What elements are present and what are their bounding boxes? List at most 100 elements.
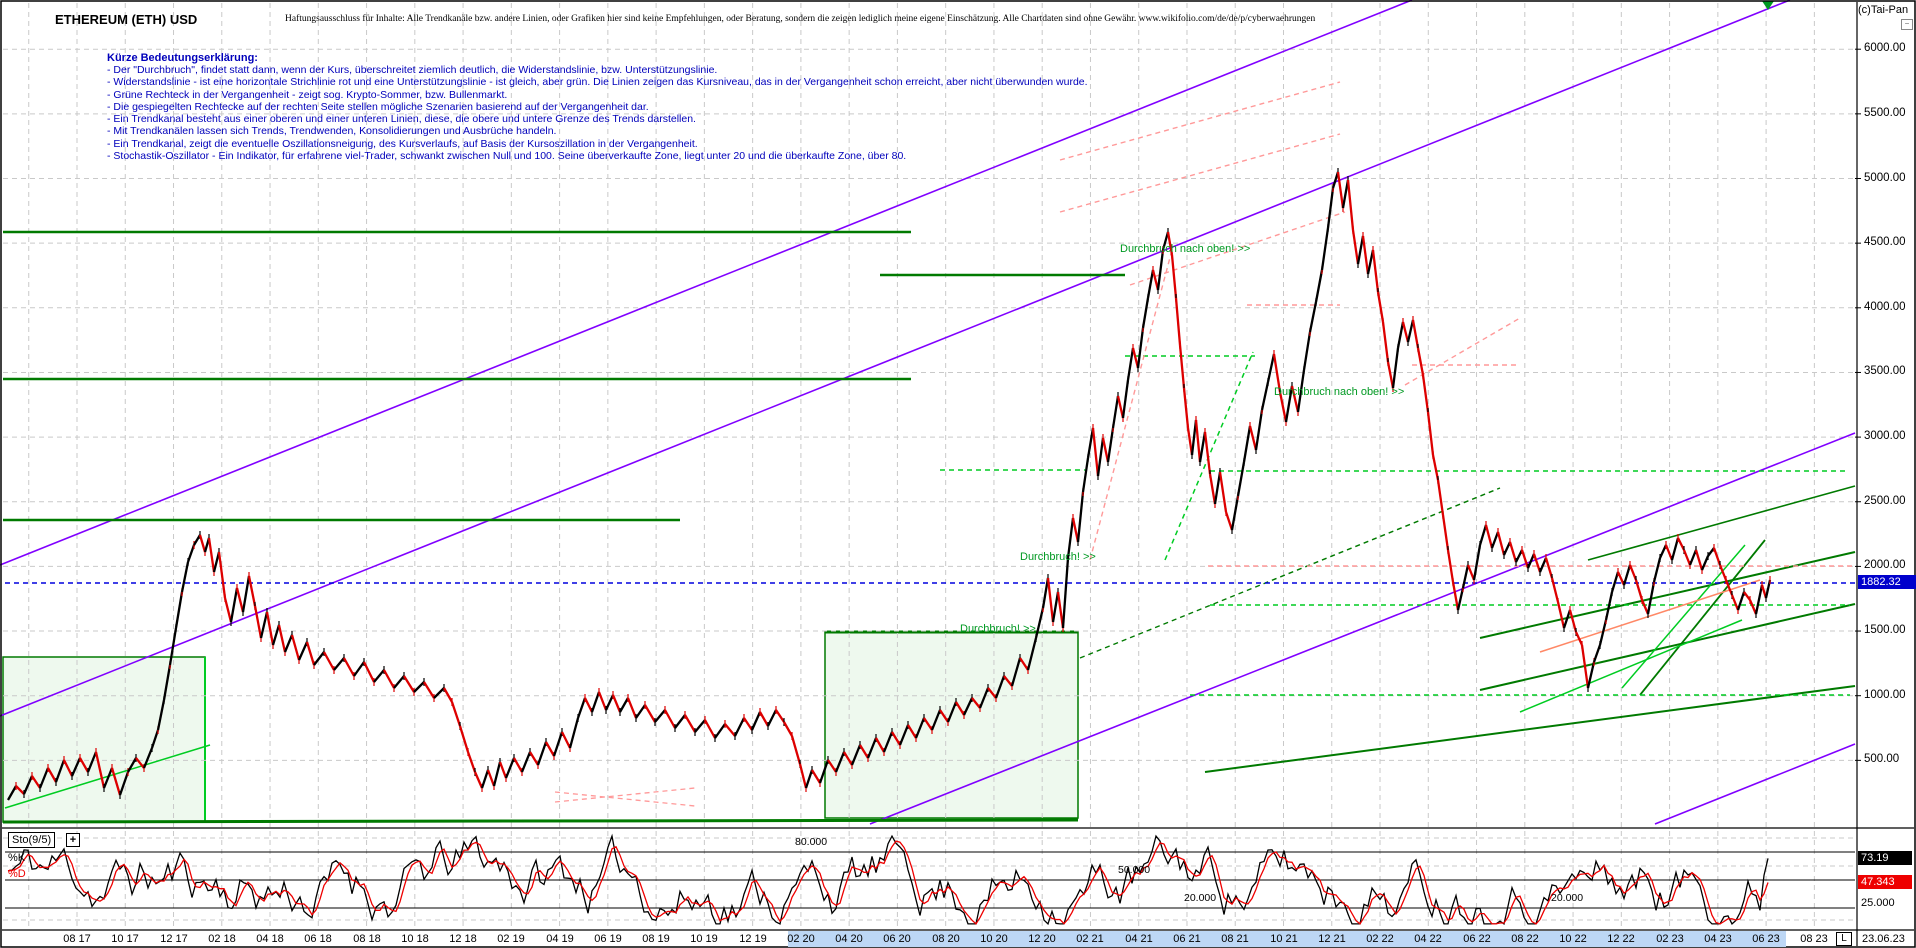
linear-scale-box[interactable]: L bbox=[1836, 932, 1852, 946]
legend-line-4: - Die gespiegelten Rechtecke auf der rec… bbox=[107, 100, 649, 113]
osc-value-badge-1: 73.19 bbox=[1858, 851, 1912, 865]
legend-line-3: - Grüne Rechteck in der Vergangenheit - … bbox=[107, 88, 508, 101]
price-segment bbox=[1538, 557, 1548, 573]
price-segment bbox=[590, 691, 601, 713]
price-segment bbox=[1331, 171, 1340, 189]
price-segment bbox=[70, 757, 82, 777]
date-axis-label: 10 21 bbox=[1270, 933, 1298, 945]
price-segment bbox=[498, 761, 508, 779]
price-segment bbox=[619, 697, 629, 713]
price-segment bbox=[127, 757, 137, 773]
price-segment bbox=[443, 687, 453, 703]
price-segment bbox=[1754, 584, 1764, 615]
price-segment bbox=[353, 661, 365, 677]
price-segment bbox=[552, 731, 564, 757]
price-segment bbox=[86, 751, 98, 773]
price-segment bbox=[1182, 387, 1190, 429]
price-segment bbox=[118, 771, 130, 796]
price-segment bbox=[1381, 321, 1390, 363]
overlay-purple-line bbox=[0, 0, 1791, 717]
price-segment bbox=[271, 624, 281, 646]
durchbruch-annotation-4: Durchbruch! >> bbox=[960, 623, 1036, 635]
price-segment bbox=[450, 701, 462, 727]
price-segment bbox=[1508, 541, 1518, 563]
date-axis-label: 02 23 bbox=[1656, 933, 1684, 945]
overlay-dkgreen-line bbox=[1479, 603, 1856, 691]
price-segment bbox=[150, 729, 160, 749]
price-segment bbox=[1046, 577, 1055, 623]
krypto-sommer-rect-2017 bbox=[2, 656, 206, 823]
price-segment bbox=[1061, 557, 1070, 629]
add-indicator-button[interactable]: + bbox=[66, 833, 80, 847]
price-segment bbox=[1236, 461, 1246, 497]
price-segment bbox=[818, 759, 830, 784]
price-segment bbox=[1026, 637, 1038, 671]
price-segment bbox=[223, 597, 233, 623]
durchbruch-annotation-3: Durchbruch! >> bbox=[1020, 551, 1096, 563]
price-segment bbox=[38, 767, 50, 789]
price-segment bbox=[217, 551, 227, 599]
overlay-pink-line bbox=[554, 787, 696, 803]
price-segment bbox=[513, 757, 523, 773]
price-segment bbox=[891, 731, 901, 746]
price-segment bbox=[684, 714, 696, 733]
price-segment bbox=[597, 691, 608, 711]
price-segment bbox=[850, 744, 862, 766]
osc-value-badge-2: 47.343 bbox=[1858, 875, 1912, 889]
price-segment bbox=[1194, 419, 1202, 463]
price-segment bbox=[1416, 347, 1425, 376]
price-segment bbox=[1574, 631, 1584, 646]
price-segment bbox=[1586, 661, 1596, 689]
price-segment bbox=[1081, 457, 1090, 493]
overlay-pink-line bbox=[1059, 133, 1341, 213]
price-segment bbox=[241, 575, 251, 613]
price-segment bbox=[1562, 609, 1572, 629]
price-segment bbox=[1652, 557, 1662, 583]
price-segment bbox=[1544, 557, 1554, 579]
price-segment bbox=[1178, 344, 1186, 389]
price-segment bbox=[1712, 547, 1722, 566]
legend-line-6: - Mit Trendkanälen lassen sich Trends, T… bbox=[107, 125, 557, 138]
overlay-salmon-line bbox=[1539, 579, 1761, 653]
price-segment bbox=[1628, 564, 1638, 581]
price-segment bbox=[1254, 409, 1264, 451]
date-axis-label: 08 18 bbox=[353, 933, 381, 945]
price-segment bbox=[978, 687, 990, 709]
price-segment bbox=[1580, 644, 1590, 689]
last-date-label: 23.06.23 bbox=[1862, 933, 1905, 945]
legend-lines: - Der "Durchbruch", findet statt dann, w… bbox=[107, 64, 1088, 162]
price-segment bbox=[1376, 291, 1385, 323]
price-segment bbox=[1034, 607, 1045, 639]
price-segment bbox=[362, 661, 376, 683]
date-axis-label: 04 19 bbox=[546, 933, 574, 945]
price-segment bbox=[1314, 269, 1324, 303]
price-segment bbox=[1272, 353, 1282, 393]
chart-title: ETHEREUM (ETH) USD bbox=[55, 12, 198, 27]
price-segment bbox=[604, 694, 615, 711]
price-segment bbox=[333, 657, 345, 671]
price-segment bbox=[1478, 524, 1488, 546]
price-segment bbox=[1550, 577, 1560, 603]
price-segment bbox=[486, 769, 496, 787]
price-segment bbox=[1646, 581, 1656, 615]
price-segment bbox=[1284, 385, 1294, 423]
minimize-icon[interactable]: − bbox=[1901, 19, 1913, 30]
price-segment bbox=[843, 751, 853, 766]
price-segment bbox=[1730, 594, 1740, 611]
price-segment bbox=[235, 587, 245, 613]
price-segment bbox=[859, 744, 869, 759]
price-segment bbox=[1700, 555, 1710, 571]
price-segment bbox=[79, 757, 89, 773]
price-segment bbox=[102, 767, 114, 789]
price-segment bbox=[1003, 675, 1013, 687]
price-axis-label: 1000.00 bbox=[1864, 689, 1906, 701]
price-segment bbox=[1101, 437, 1110, 463]
price-segment bbox=[1302, 331, 1312, 371]
price-segment bbox=[1170, 254, 1178, 299]
date-axis-label: 08 22 bbox=[1511, 933, 1539, 945]
legend-line-2: - Widerstandslinie - ist eine horizontal… bbox=[107, 76, 1088, 89]
price-segment bbox=[1336, 171, 1345, 209]
price-segment bbox=[1490, 531, 1500, 549]
price-segment bbox=[1532, 553, 1542, 573]
